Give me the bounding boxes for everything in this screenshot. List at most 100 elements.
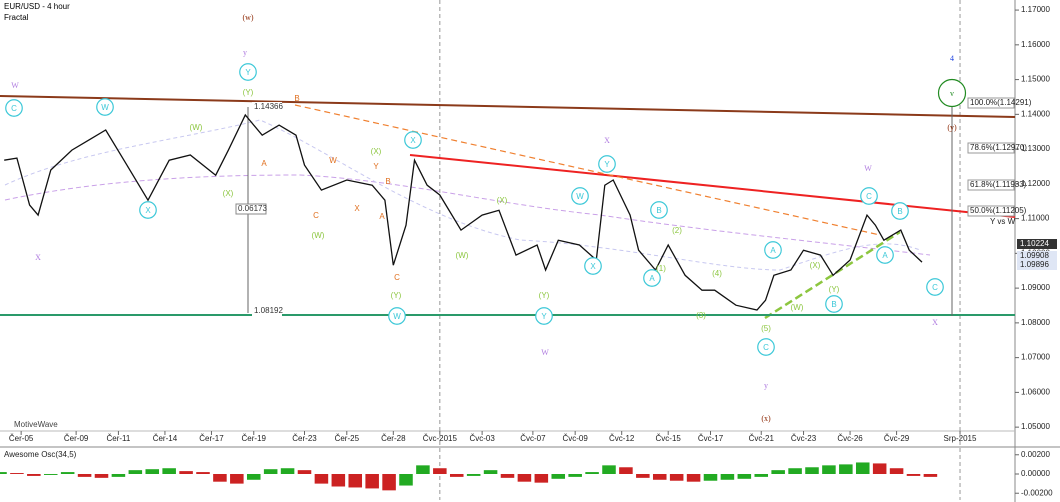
- wave-circle: [757, 338, 775, 356]
- wave-circle: [860, 187, 878, 205]
- wave-label: W: [864, 164, 872, 173]
- wave-label: W: [329, 156, 337, 165]
- osc-bar: [145, 469, 160, 474]
- x-tick-label: Čvc-21: [749, 434, 775, 443]
- osc-bar: [10, 473, 24, 474]
- osc-bar: [822, 465, 836, 474]
- wave-label: W: [541, 348, 549, 357]
- osc-bar: [60, 472, 75, 474]
- measure-label: 1.14366: [254, 102, 283, 111]
- measure-box: [252, 306, 282, 316]
- wave-label: (Y): [539, 291, 550, 300]
- osc-bar: [331, 474, 346, 487]
- x-tick-label: Čvc-17: [698, 434, 724, 443]
- wave-label: (3): [696, 311, 706, 320]
- y-tick-label: 1.09000: [1021, 283, 1050, 292]
- osc-bar: [805, 467, 819, 474]
- wave-label: (5): [761, 324, 771, 333]
- osc-bar: [551, 474, 566, 479]
- wave-label: X: [145, 206, 151, 215]
- osc-bar: [602, 465, 616, 474]
- x-tick-label: Čvc-09: [562, 434, 588, 443]
- wave-label: (W): [456, 251, 469, 260]
- measure-box: [235, 203, 267, 215]
- osc-title: Awesome Osc(34,5): [4, 450, 77, 459]
- fib-label: Y vs W: [990, 217, 1016, 226]
- osc-bar: [213, 474, 227, 482]
- wave-label: W: [576, 192, 584, 201]
- osc-bar: [314, 474, 329, 484]
- osc-bar: [855, 462, 870, 474]
- fib-label: 100.0%(1.14291): [970, 98, 1032, 107]
- wave-label: Y: [245, 68, 251, 77]
- osc-bar: [754, 474, 769, 477]
- wave-label: (X): [810, 261, 821, 270]
- x-tick-label: Čvc-26: [837, 434, 863, 443]
- x-tick-label: Čvc-07: [520, 434, 546, 443]
- osc-bar: [517, 474, 532, 482]
- wave-label: B: [294, 94, 299, 103]
- osc-bar: [923, 474, 938, 477]
- osc-bar: [636, 474, 650, 478]
- osc-bar: [433, 468, 447, 474]
- wave-circle: [571, 187, 589, 205]
- trendline-green-dashed: [764, 230, 901, 320]
- watermark: MotiveWave: [14, 420, 58, 429]
- fib-label: 61.8%(1.11933): [970, 180, 1027, 189]
- y-tick-label: 1.16000: [1021, 40, 1050, 49]
- y-tick-label: 1.14000: [1021, 109, 1050, 118]
- fib-box: [967, 179, 1015, 191]
- osc-bar: [737, 474, 752, 479]
- wave-label: W: [393, 312, 401, 321]
- wave-label: Y: [541, 312, 547, 321]
- moving-average-2: [4, 119, 921, 271]
- x-tick-label: Čvc-03: [469, 434, 495, 443]
- osc-bar: [585, 472, 599, 474]
- osc-bar: [162, 468, 176, 474]
- wave-label: A: [770, 246, 776, 255]
- x-tick-label: Srp-2015: [944, 434, 977, 443]
- osc-bar: [652, 474, 667, 480]
- fib-box: [967, 97, 1015, 109]
- osc-bar: [449, 474, 464, 477]
- wave-label: B: [897, 207, 902, 216]
- osc-bar: [906, 474, 921, 476]
- osc-bar: [128, 470, 143, 474]
- wave-label: A: [379, 212, 385, 221]
- wave-label: X: [590, 262, 596, 271]
- trendline-red: [409, 154, 1016, 218]
- wave-label: C: [394, 273, 400, 282]
- moving-average: [4, 174, 931, 256]
- osc-bar: [619, 467, 633, 474]
- osc-bar: [246, 474, 261, 480]
- price-tag-label: 1.09896: [1020, 260, 1049, 269]
- osc-bar: [399, 474, 413, 486]
- wave-label: X: [932, 318, 938, 327]
- wave-label: (1): [656, 264, 666, 273]
- wave-label: (X): [371, 147, 382, 156]
- osc-bar: [230, 474, 244, 484]
- wave-circle: [239, 63, 257, 81]
- wave-label: (w): [242, 13, 253, 22]
- osc-bar: [872, 463, 887, 474]
- osc-bar: [686, 474, 701, 482]
- x-tick-label: Čer-19: [242, 434, 267, 443]
- osc-bar: [43, 474, 58, 475]
- wave-label: W: [11, 81, 19, 90]
- x-tick-label: Čer-17: [199, 434, 224, 443]
- y-tick-label: 1.15000: [1021, 75, 1050, 84]
- measure-label: 0.06173: [238, 204, 267, 213]
- price-line: [4, 113, 923, 311]
- osc-bar: [703, 474, 718, 481]
- trendline-brown: [0, 95, 1016, 118]
- wave-circle: [535, 307, 553, 325]
- fib-label: 50.0%(1.11205): [970, 206, 1027, 215]
- osc-y-tick-label: -0.00200: [1021, 488, 1053, 497]
- wave-label: B: [656, 206, 661, 215]
- x-tick-label: Čer-14: [153, 434, 178, 443]
- wave-label: X: [410, 136, 416, 145]
- wave-circle: [764, 241, 782, 259]
- wave-label: C: [763, 343, 769, 352]
- wave-label: C: [11, 104, 17, 113]
